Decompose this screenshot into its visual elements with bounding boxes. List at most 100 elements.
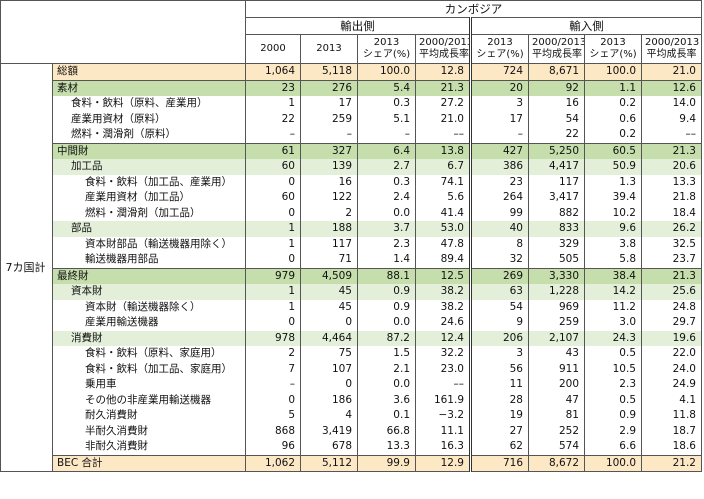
cell-value: 39.4 — [584, 190, 642, 206]
cell-value: 21.3 — [641, 142, 702, 159]
row-label: 輸送機器用部品 — [52, 252, 246, 268]
cell-value: 2.7 — [357, 159, 416, 175]
cell-value: 259 — [528, 315, 585, 331]
row-label: 総額 — [52, 63, 246, 81]
cell-value: 0 — [245, 315, 301, 331]
cell-value: 833 — [528, 221, 585, 237]
cell-value: 41.4 — [415, 205, 472, 221]
cell-value: 24.3 — [584, 330, 642, 346]
cell-value: 23.0 — [415, 361, 472, 377]
cell-value: 88.1 — [357, 267, 416, 284]
cell-value: 3.8 — [584, 236, 642, 252]
cell-value: 27.2 — [415, 96, 472, 112]
cell-value: 0 — [245, 174, 301, 190]
cell-value: 6.4 — [357, 142, 416, 159]
cell-value: 5,250 — [528, 142, 585, 159]
trade-table: カンボジア 輸出側 輸入側 2000 2013 2013 シェア(%) 2000/20… — [0, 0, 702, 472]
cell-value: 9 — [470, 315, 529, 331]
cell-value: 2.9 — [584, 423, 642, 439]
cell-value: 12.5 — [415, 267, 472, 284]
cell-value: 96 — [245, 439, 301, 455]
cell-value: 139 — [300, 159, 358, 175]
cell-value: 23 — [470, 174, 529, 190]
cell-value: 50.9 — [584, 159, 642, 175]
column-header: 2013 シェア(%) — [584, 34, 642, 64]
cell-value: –– — [415, 377, 472, 393]
cell-value: 0.9 — [584, 408, 642, 424]
cell-value: 16 — [300, 174, 358, 190]
cell-value: 74.1 — [415, 174, 472, 190]
cell-value: 0.0 — [357, 377, 416, 393]
cell-value: 978 — [245, 330, 301, 346]
cell-value: 45 — [300, 299, 358, 315]
table-row: 最終財 979 4,509 88.1 12.5 269 3,330 38.4 21.3 — [1, 267, 702, 284]
cell-value: 1,062 — [245, 454, 301, 472]
cell-value: 107 — [300, 361, 358, 377]
cell-value: 0 — [245, 392, 301, 408]
cell-value: 1 — [245, 284, 301, 300]
cell-value: 3.7 — [357, 221, 416, 237]
cell-value: 1 — [245, 221, 301, 237]
cell-value: 4,417 — [528, 159, 585, 175]
table-row: 非耐久消費財 96 678 13.3 16.3 62 574 6.6 18.6 — [1, 439, 702, 455]
cell-value: 22 — [245, 111, 301, 127]
cell-value: 21.8 — [641, 190, 702, 206]
cell-value: 1 — [245, 299, 301, 315]
cell-value: 38.4 — [584, 267, 642, 284]
cell-value: 269 — [470, 267, 529, 284]
table-row: 資本財部品（輸送機器用除く） 1 117 2.3 47.8 8 329 3.8 32.5 — [1, 236, 702, 252]
cell-value: 21.3 — [415, 79, 472, 96]
cell-value: 54 — [470, 299, 529, 315]
table-row: 中間財 61 327 6.4 13.8 427 5,250 60.5 21.3 — [1, 142, 702, 159]
cell-value: 11 — [470, 377, 529, 393]
column-header: 2000/2013 平均成長率 — [415, 34, 472, 64]
cell-value: 8,671 — [528, 63, 585, 81]
cell-value: 92 — [528, 79, 585, 96]
cell-value: 0.1 — [357, 408, 416, 424]
cell-value: 25.6 — [641, 284, 702, 300]
cell-value: 18.6 — [641, 439, 702, 455]
cell-value: 3 — [470, 346, 529, 362]
cell-value: 0.0 — [357, 315, 416, 331]
cell-value: 911 — [528, 361, 585, 377]
column-header: 2000 — [245, 34, 301, 64]
export-side-header: 輸出側 — [245, 17, 472, 35]
table-row: 半耐久消費財 868 3,419 66.8 11.1 27 252 2.9 18.7 — [1, 423, 702, 439]
table-row: 加工品 60 139 2.7 6.7 386 4,417 50.9 20.6 — [1, 159, 702, 175]
cell-value: 14.2 — [584, 284, 642, 300]
cell-value: 0.2 — [584, 127, 642, 143]
cell-value: 47.8 — [415, 236, 472, 252]
table-row: 部品 1 188 3.7 53.0 40 833 9.6 26.2 — [1, 221, 702, 237]
cell-value: – — [245, 377, 301, 393]
cell-value: 11.8 — [641, 408, 702, 424]
cell-value: 5.4 — [357, 79, 416, 96]
cell-value: 0 — [300, 315, 358, 331]
cell-value: 5.8 — [584, 252, 642, 268]
row-label: 資本財 — [52, 284, 246, 300]
cell-value: 28 — [470, 392, 529, 408]
cell-value: 38.2 — [415, 284, 472, 300]
row-label: 資本財（輸送機器除く） — [52, 299, 246, 315]
cell-value: 71 — [300, 252, 358, 268]
cell-value: 60 — [245, 159, 301, 175]
cell-value: 32 — [470, 252, 529, 268]
cell-value: 18.4 — [641, 205, 702, 221]
table-row: 産業用輸送機器 0 0 0.0 24.6 9 259 3.0 29.7 — [1, 315, 702, 331]
cell-value: 3 — [470, 96, 529, 112]
cell-value: 29.7 — [641, 315, 702, 331]
cell-value: 5.1 — [357, 111, 416, 127]
cell-value: 23.7 — [641, 252, 702, 268]
cell-value: 32.5 — [641, 236, 702, 252]
cell-value: 329 — [528, 236, 585, 252]
table-row: 輸送機器用部品 0 71 1.4 89.4 32 505 5.8 23.7 — [1, 252, 702, 268]
cell-value: 2.1 — [357, 361, 416, 377]
cell-value: 427 — [470, 142, 529, 159]
table-row: 耐久消費財 5 4 0.1 −3.2 19 81 0.9 11.8 — [1, 408, 702, 424]
cell-value: 12.6 — [641, 79, 702, 96]
cell-value: 117 — [300, 236, 358, 252]
cell-value: 75 — [300, 346, 358, 362]
table-row: 燃料・潤滑剤（原料） – – – –– –22 0.2 –– — [1, 127, 702, 143]
cell-value: 0.0 — [357, 205, 416, 221]
table-row: その他の非産業用輸送機器 0 186 3.6 161.9 28 47 0.5 4.1 — [1, 392, 702, 408]
row-label: 中間財 — [52, 142, 246, 159]
